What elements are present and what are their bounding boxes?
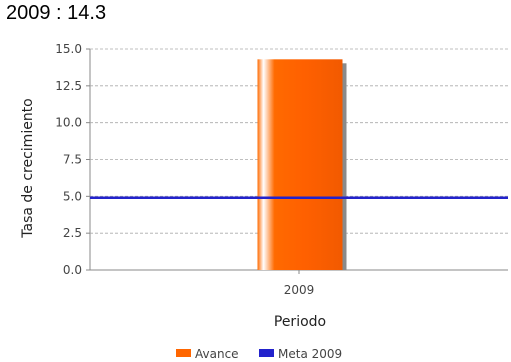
y-tick-label: 0.0 bbox=[63, 263, 82, 277]
page-title: 2009 : 14.3 bbox=[6, 2, 107, 24]
legend-swatch-avance bbox=[176, 349, 191, 357]
y-axis-label: Tasa de crecimiento bbox=[20, 98, 36, 239]
x-tick-label: 2009 bbox=[284, 283, 315, 297]
legend-swatch-meta bbox=[259, 349, 274, 357]
legend-label-meta: Meta 2009 bbox=[278, 347, 342, 361]
x-axis-label: Periodo bbox=[274, 314, 326, 330]
y-tick-label: 10.0 bbox=[55, 116, 82, 130]
bars bbox=[257, 59, 347, 271]
legend: Avance Meta 2009 bbox=[176, 347, 342, 361]
y-tick-label: 2.5 bbox=[63, 226, 82, 240]
y-tick-label: 7.5 bbox=[63, 153, 82, 167]
y-axis-ticks: 0.0 2.5 5.0 7.5 10.0 12.5 15.0 bbox=[55, 42, 90, 277]
legend-label-avance: Avance bbox=[195, 347, 239, 361]
y-tick-label: 12.5 bbox=[55, 79, 82, 93]
y-tick-label: 5.0 bbox=[63, 189, 82, 203]
bar-2009 bbox=[257, 59, 343, 271]
x-axis-ticks: 2009 bbox=[284, 270, 315, 297]
y-tick-label: 15.0 bbox=[55, 42, 82, 56]
